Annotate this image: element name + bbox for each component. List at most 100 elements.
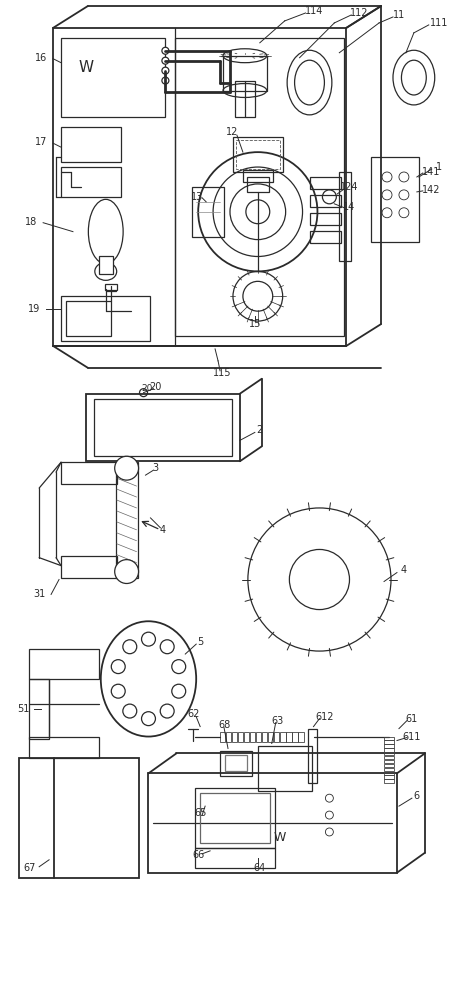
Bar — [262, 732, 267, 742]
Bar — [234, 81, 254, 117]
Bar — [383, 744, 393, 748]
Circle shape — [141, 712, 155, 726]
Bar — [222, 56, 266, 91]
Bar — [148, 773, 396, 873]
Bar — [383, 779, 393, 783]
Bar — [257, 746, 312, 791]
Bar — [238, 732, 243, 742]
Bar — [383, 760, 393, 763]
Circle shape — [398, 172, 408, 182]
Circle shape — [122, 640, 136, 654]
Bar — [195, 848, 274, 868]
Circle shape — [162, 67, 168, 74]
Text: 124: 124 — [339, 182, 358, 192]
Text: 19: 19 — [28, 304, 40, 314]
Circle shape — [172, 660, 185, 674]
Circle shape — [162, 47, 168, 54]
Bar — [200, 793, 269, 843]
Bar — [383, 737, 393, 740]
Text: 62: 62 — [187, 709, 199, 719]
Text: 115: 115 — [212, 368, 231, 378]
Bar — [105, 284, 116, 290]
Circle shape — [111, 660, 125, 674]
Text: 2: 2 — [256, 425, 263, 435]
Circle shape — [162, 77, 168, 84]
Bar — [268, 732, 273, 742]
Text: 18: 18 — [25, 217, 37, 227]
Bar — [383, 740, 393, 744]
Bar — [309, 213, 340, 225]
Bar — [233, 137, 282, 172]
Bar — [29, 679, 49, 739]
Bar — [220, 732, 225, 742]
Bar — [220, 751, 251, 776]
Circle shape — [111, 684, 125, 698]
Bar — [292, 732, 297, 742]
Bar — [99, 256, 112, 274]
Bar — [256, 732, 261, 742]
Bar — [116, 462, 137, 578]
Text: 3: 3 — [152, 463, 158, 473]
Circle shape — [398, 208, 408, 218]
Text: 15: 15 — [248, 319, 260, 329]
Bar — [29, 737, 99, 758]
Circle shape — [160, 640, 174, 654]
Bar — [383, 775, 393, 779]
Bar — [175, 38, 344, 336]
Bar — [226, 732, 231, 742]
Bar — [250, 732, 255, 742]
Text: 17: 17 — [35, 137, 47, 147]
Circle shape — [141, 632, 155, 646]
Bar — [61, 462, 116, 484]
Text: 64: 64 — [253, 863, 265, 873]
Bar — [383, 752, 393, 755]
Circle shape — [325, 828, 333, 836]
Bar — [243, 732, 249, 742]
Bar — [243, 170, 272, 182]
Text: 68: 68 — [217, 720, 230, 730]
Bar — [383, 772, 393, 775]
Bar — [370, 157, 418, 242]
Text: 612: 612 — [314, 712, 333, 722]
Circle shape — [115, 456, 138, 480]
Bar — [339, 172, 350, 261]
Circle shape — [325, 811, 333, 819]
Text: 51: 51 — [17, 704, 30, 714]
Text: 111: 111 — [429, 18, 447, 28]
Bar — [309, 177, 340, 189]
Text: 20: 20 — [149, 382, 161, 392]
Bar — [309, 231, 340, 243]
Text: 4: 4 — [159, 525, 165, 535]
Bar — [19, 758, 138, 878]
Circle shape — [381, 208, 391, 218]
Circle shape — [115, 560, 138, 583]
Bar — [232, 732, 237, 742]
Bar — [383, 764, 393, 767]
Circle shape — [122, 704, 136, 718]
Text: 67: 67 — [23, 863, 35, 873]
Circle shape — [381, 172, 391, 182]
Circle shape — [162, 57, 168, 64]
Circle shape — [325, 794, 333, 802]
Bar — [94, 399, 232, 456]
Bar — [224, 755, 246, 771]
Bar — [235, 140, 279, 169]
Text: 4: 4 — [400, 565, 406, 575]
Text: 13: 13 — [191, 192, 203, 202]
Bar — [286, 732, 291, 742]
Bar — [66, 301, 111, 336]
Bar — [383, 768, 393, 771]
Bar — [192, 187, 223, 237]
Text: 11: 11 — [392, 10, 404, 20]
Text: 31: 31 — [33, 589, 45, 599]
Text: 12: 12 — [225, 127, 238, 137]
Circle shape — [381, 190, 391, 200]
Bar — [86, 394, 239, 461]
Bar — [383, 756, 393, 759]
Text: 142: 142 — [420, 185, 439, 195]
Bar — [61, 38, 165, 117]
Text: 14: 14 — [342, 202, 354, 212]
Bar — [280, 732, 285, 742]
Text: W: W — [273, 831, 285, 844]
Text: 65: 65 — [193, 808, 206, 818]
